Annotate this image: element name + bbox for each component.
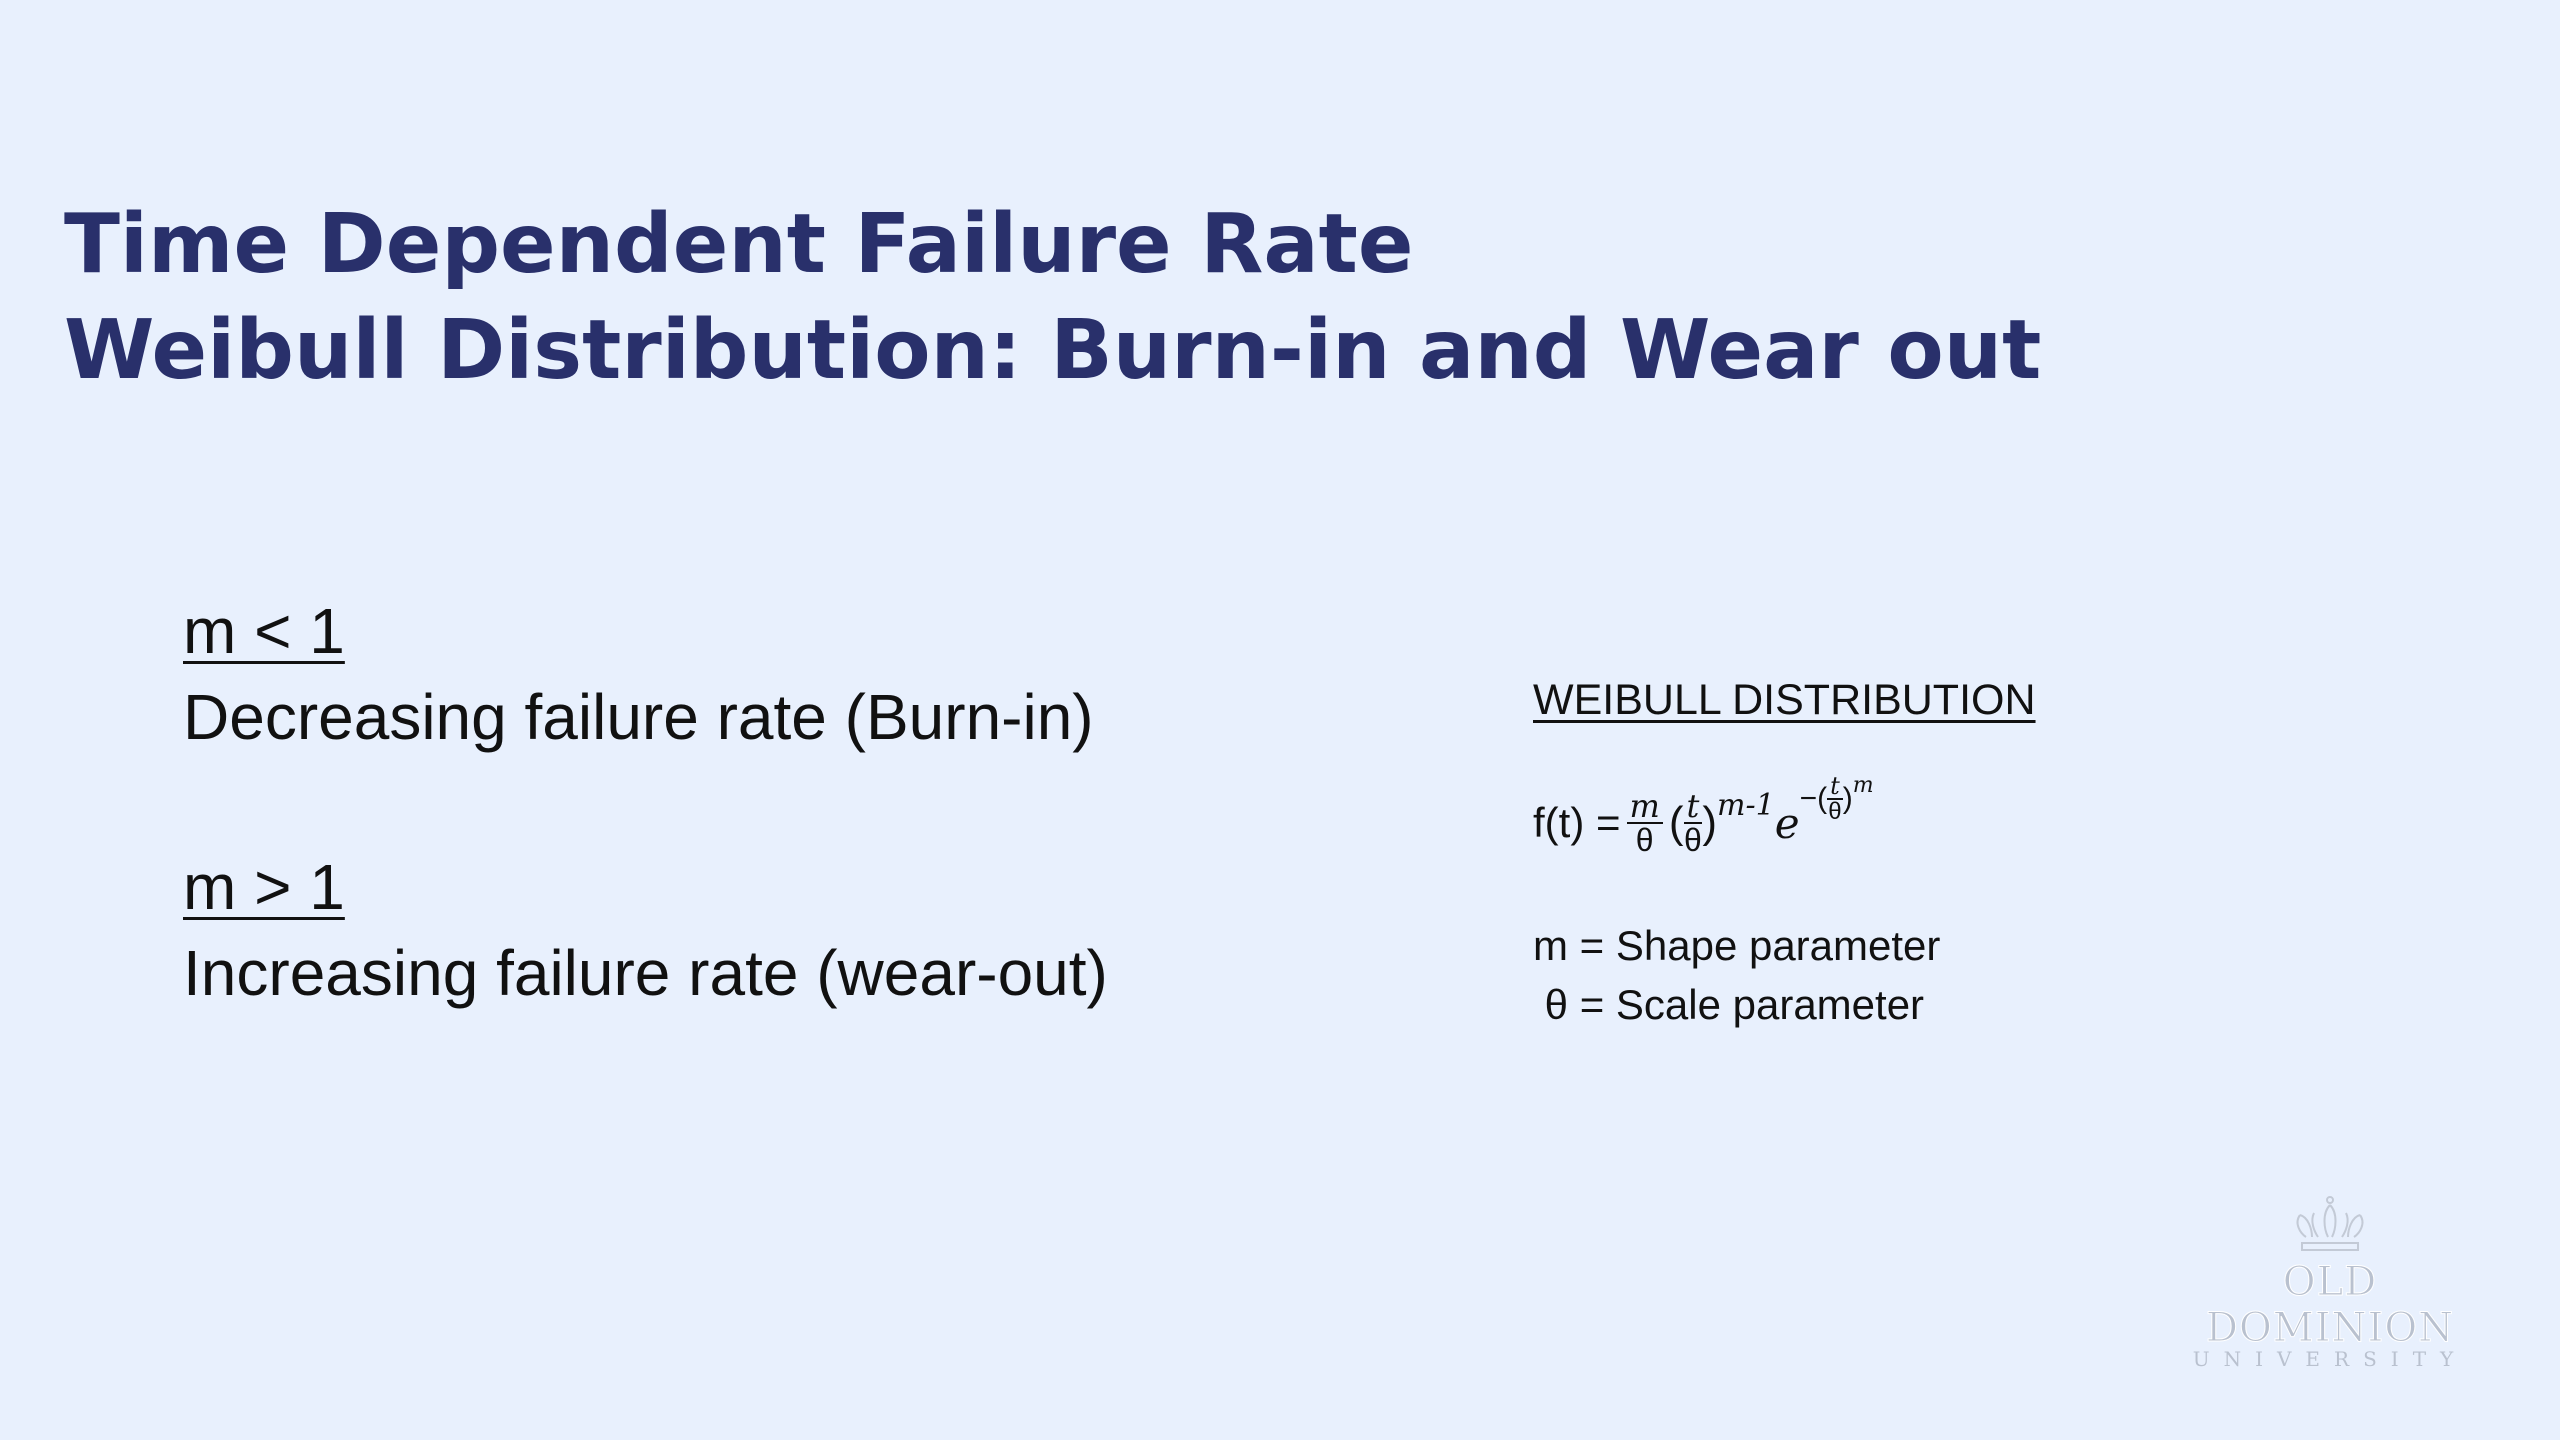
- paren: (: [1668, 798, 1684, 847]
- condition-m-greater-1: m > 1: [183, 850, 345, 924]
- exponent: m-1: [1717, 787, 1775, 823]
- denominator: θ: [1828, 798, 1842, 825]
- university-logo: OLD DOMINION UNIVERSITY: [2175, 1195, 2485, 1371]
- condition-description: Increasing failure rate (wear-out): [183, 937, 1108, 1009]
- numerator: m: [1626, 790, 1663, 824]
- logo-subtitle: UNIVERSITY: [2192, 1347, 2468, 1371]
- condition-label: m > 1: [183, 851, 345, 923]
- title-line-1: Time Dependent Failure Rate: [64, 197, 1414, 292]
- crown-icon: [2296, 1196, 2364, 1251]
- paren: ): [1702, 798, 1718, 847]
- weibull-heading: WEIBULL DISTRIBUTION: [1533, 676, 2036, 724]
- numerator: t: [1683, 790, 1703, 824]
- formula-lhs: f(t) =: [1533, 799, 1621, 846]
- exponent: m: [1852, 772, 1874, 798]
- scale-parameter: θ = Scale parameter: [1533, 981, 1925, 1028]
- denominator: θ: [1684, 822, 1702, 858]
- numerator: t: [1827, 774, 1843, 800]
- euler-e: e: [1774, 798, 1800, 848]
- shape-parameter: m = Shape parameter: [1533, 922, 1941, 969]
- condition-description: Decreasing failure rate (Burn-in): [183, 681, 1094, 753]
- minus-paren: −(: [1799, 782, 1828, 815]
- condition-m-less-1: m < 1: [183, 594, 345, 668]
- condition-label: m < 1: [183, 595, 345, 667]
- slide-title: Time Dependent Failure Rate Weibull Dist…: [64, 192, 2041, 404]
- logo-name: OLD DOMINION: [2205, 1259, 2455, 1352]
- denominator: θ: [1635, 822, 1654, 858]
- paren: ): [1842, 782, 1853, 815]
- title-line-2: Weibull Distribution: Burn-in and Wear o…: [64, 303, 2042, 398]
